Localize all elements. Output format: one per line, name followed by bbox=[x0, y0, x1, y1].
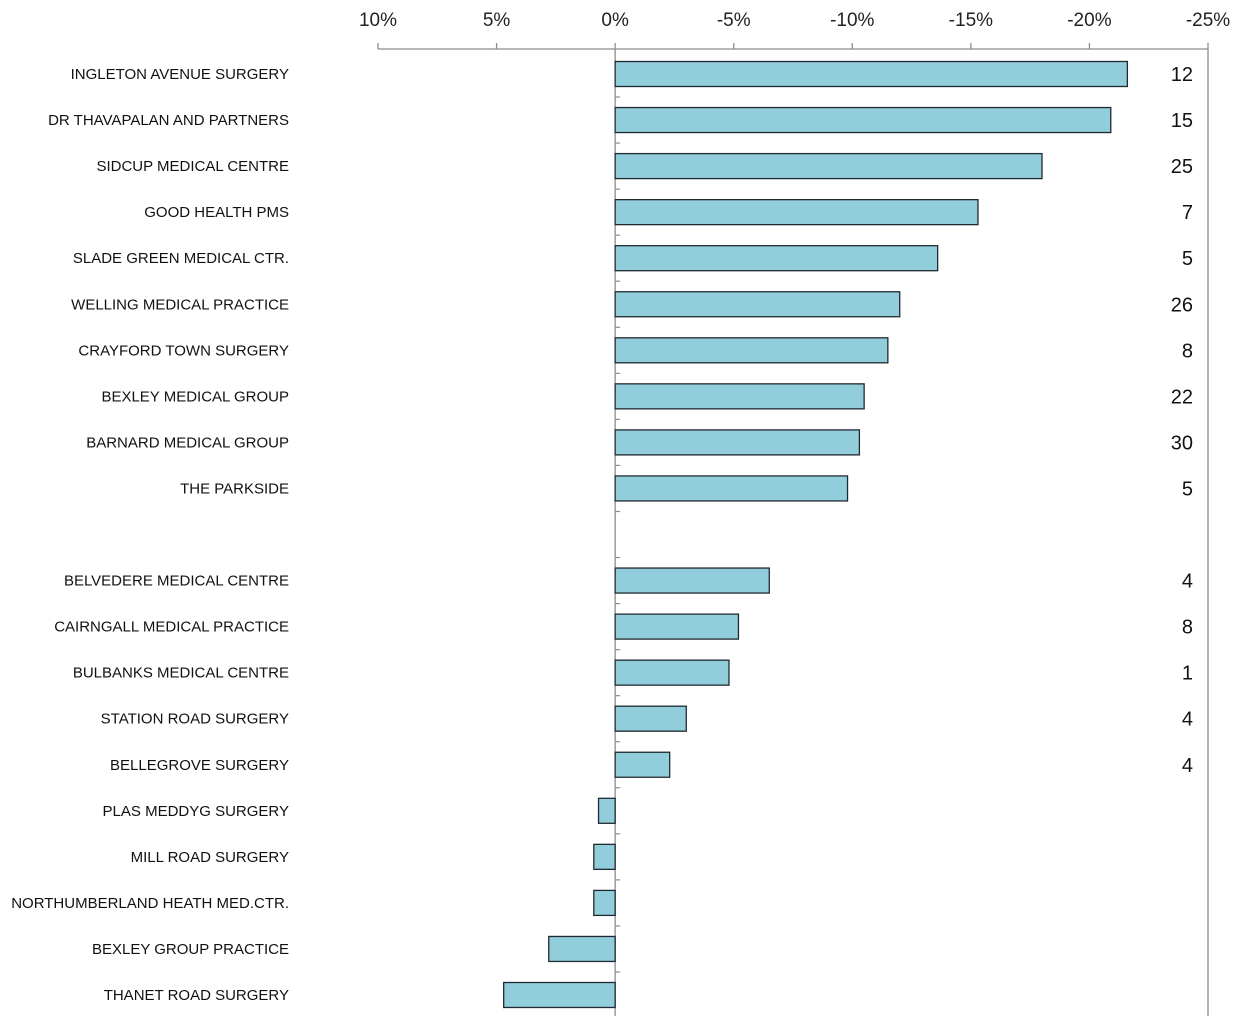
count-label: 25 bbox=[1171, 156, 1193, 178]
bar bbox=[614, 245, 939, 272]
bar bbox=[593, 889, 616, 917]
bar bbox=[597, 797, 616, 824]
bars-group bbox=[503, 60, 1129, 1009]
count-label: 8 bbox=[1182, 617, 1193, 639]
category-label: SLADE GREEN MEDICAL CTR. bbox=[73, 250, 289, 267]
x-tick-label: 5% bbox=[483, 10, 511, 31]
category-label: CAIRNGALL MEDICAL PRACTICE bbox=[54, 619, 289, 636]
count-label: 30 bbox=[1171, 432, 1193, 454]
category-label: THE PARKSIDE bbox=[180, 480, 289, 497]
bar bbox=[614, 106, 1112, 134]
bar bbox=[614, 429, 861, 456]
category-label: BEXLEY GROUP PRACTICE bbox=[92, 941, 289, 958]
bar bbox=[614, 705, 687, 732]
bar bbox=[593, 843, 616, 870]
bar bbox=[614, 751, 671, 778]
count-label: 4 bbox=[1182, 571, 1193, 593]
category-label: PLAS MEDDYG SURGERY bbox=[103, 803, 289, 820]
category-label: CRAYFORD TOWN SURGERY bbox=[78, 342, 289, 359]
category-label: SIDCUP MEDICAL CENTRE bbox=[96, 158, 289, 175]
count-label: 1 bbox=[1182, 663, 1193, 685]
category-label: THANET ROAD SURGERY bbox=[104, 987, 289, 1004]
category-label: BEXLEY MEDICAL GROUP bbox=[101, 388, 289, 405]
count-label: 15 bbox=[1171, 110, 1193, 132]
category-label: MILL ROAD SURGERY bbox=[131, 849, 289, 866]
category-label: STATION ROAD SURGERY bbox=[101, 711, 289, 728]
x-tick-label: -10% bbox=[830, 10, 874, 31]
x-tick-label: 0% bbox=[601, 10, 629, 31]
bar bbox=[614, 198, 979, 226]
count-labels-group: 12 15 25 7 5 26 8 22 30 5 4 8 1 4 4 bbox=[1171, 64, 1193, 777]
count-label: 12 bbox=[1171, 64, 1193, 86]
x-tick-label: -5% bbox=[717, 10, 751, 31]
count-label: 26 bbox=[1171, 294, 1193, 316]
x-tick-label: 10% bbox=[359, 10, 397, 31]
category-label: NORTHUMBERLAND HEATH MED.CTR. bbox=[11, 895, 289, 912]
bar bbox=[503, 981, 616, 1009]
bar bbox=[614, 291, 901, 318]
bar bbox=[548, 935, 616, 963]
bar bbox=[614, 383, 865, 410]
category-labels-group: INGLETON AVENUE SURGERY DR THAVAPALAN AND… bbox=[11, 66, 289, 1004]
bar bbox=[614, 152, 1043, 180]
x-tick-label: -20% bbox=[1067, 10, 1111, 31]
bar bbox=[614, 475, 849, 502]
category-label: INGLETON AVENUE SURGERY bbox=[71, 66, 289, 83]
count-label: 5 bbox=[1182, 248, 1193, 270]
category-label: BULBANKS MEDICAL CENTRE bbox=[73, 665, 289, 682]
count-label: 7 bbox=[1182, 202, 1193, 224]
category-label: GOOD HEALTH PMS bbox=[144, 204, 289, 221]
bar bbox=[614, 337, 889, 364]
category-label: BELLEGROVE SURGERY bbox=[110, 757, 289, 774]
x-tick-label: -15% bbox=[949, 10, 993, 31]
bar bbox=[614, 613, 740, 640]
category-label: BELVEDERE MEDICAL CENTRE bbox=[64, 573, 289, 590]
count-label: 4 bbox=[1182, 755, 1193, 777]
category-label: WELLING MEDICAL PRACTICE bbox=[71, 296, 289, 313]
count-label: 4 bbox=[1182, 709, 1193, 731]
category-label: DR THAVAPALAN AND PARTNERS bbox=[48, 112, 289, 129]
bar bbox=[614, 60, 1129, 88]
count-label: 5 bbox=[1182, 478, 1193, 500]
x-tick-label: -25% bbox=[1186, 10, 1230, 31]
count-label: 22 bbox=[1171, 386, 1193, 408]
bar bbox=[614, 659, 730, 686]
category-label: BARNARD MEDICAL GROUP bbox=[86, 434, 289, 451]
bar bbox=[614, 567, 770, 594]
count-label: 8 bbox=[1182, 340, 1193, 362]
